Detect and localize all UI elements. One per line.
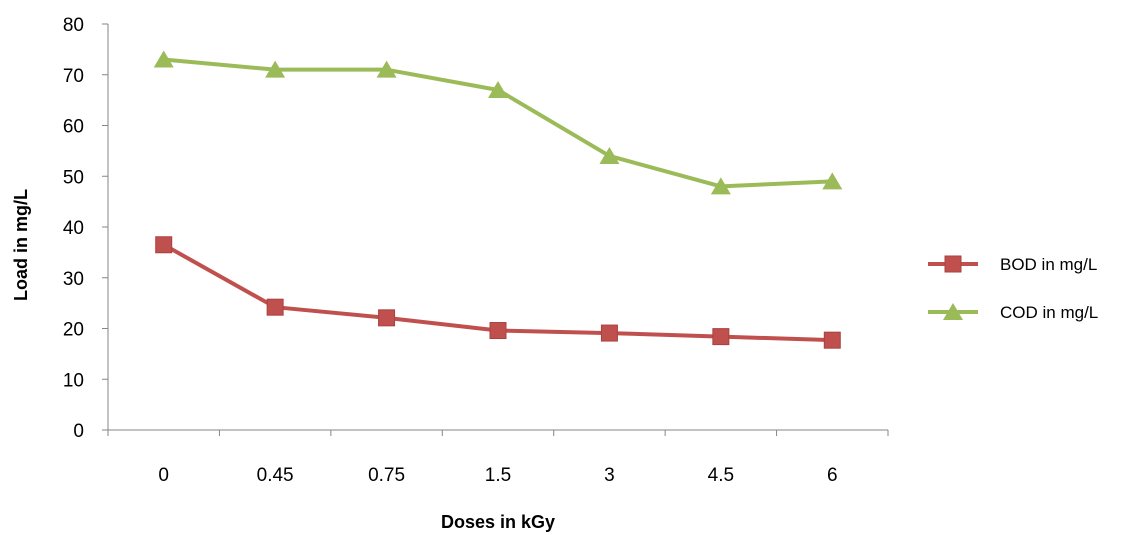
legend-marker-cod xyxy=(943,303,963,320)
legend-label-cod: COD in mg/L xyxy=(1000,303,1098,322)
y-tick-label: 60 xyxy=(63,117,84,138)
y-tick-label: 30 xyxy=(63,269,84,290)
data-point-cod xyxy=(822,172,843,190)
data-point-cod xyxy=(265,60,286,78)
data-point-bod xyxy=(600,324,618,342)
y-tick-labels: 0 10 20 30 40 50 60 70 80 xyxy=(63,15,84,442)
x-tick-label: 4.5 xyxy=(708,465,734,486)
data-point-bod xyxy=(489,322,507,340)
series-line-cod xyxy=(163,57,833,189)
data-point-bod xyxy=(266,298,284,316)
y-tick-label: 70 xyxy=(63,66,84,87)
data-point-bod xyxy=(712,328,730,346)
series-cod xyxy=(153,50,843,195)
y-axis-title: Load in mg/L xyxy=(11,189,31,301)
x-tick-label: 3 xyxy=(604,465,615,486)
x-tick-label: 6 xyxy=(827,465,838,486)
y-tick-label: 0 xyxy=(73,421,84,442)
data-point-cod xyxy=(376,60,397,78)
x-tick-label: 0.75 xyxy=(368,465,405,486)
x-axis-title: Doses in kGy xyxy=(441,512,555,532)
x-tick-label: 1.5 xyxy=(485,465,511,486)
data-point-bod xyxy=(378,309,396,327)
x-tick-labels: 0 0.45 0.75 1.5 3 4.5 6 xyxy=(158,465,837,486)
legend-marker-bod xyxy=(944,255,962,273)
legend-item-bod: BOD in mg/L xyxy=(928,255,1097,274)
legend-item-cod: COD in mg/L xyxy=(928,303,1098,322)
data-point-cod xyxy=(599,146,620,164)
legend: BOD in mg/L COD in mg/L xyxy=(928,255,1098,322)
data-point-cod xyxy=(488,80,508,98)
y-tick-label: 40 xyxy=(63,218,84,239)
y-tick-label: 20 xyxy=(63,320,84,341)
x-tick-label: 0 xyxy=(158,465,169,486)
data-point-bod xyxy=(155,236,173,254)
y-tick-label: 80 xyxy=(63,15,84,36)
y-tick-label: 10 xyxy=(63,370,84,391)
y-tick-label: 50 xyxy=(63,167,84,188)
series-layer xyxy=(153,50,843,349)
x-tick-label: 0.45 xyxy=(257,465,294,486)
series-bod xyxy=(155,236,841,349)
data-point-cod xyxy=(153,50,174,68)
data-point-cod xyxy=(710,177,731,195)
legend-label-bod: BOD in mg/L xyxy=(1000,255,1097,274)
data-point-bod xyxy=(823,331,841,349)
axes xyxy=(102,23,889,436)
